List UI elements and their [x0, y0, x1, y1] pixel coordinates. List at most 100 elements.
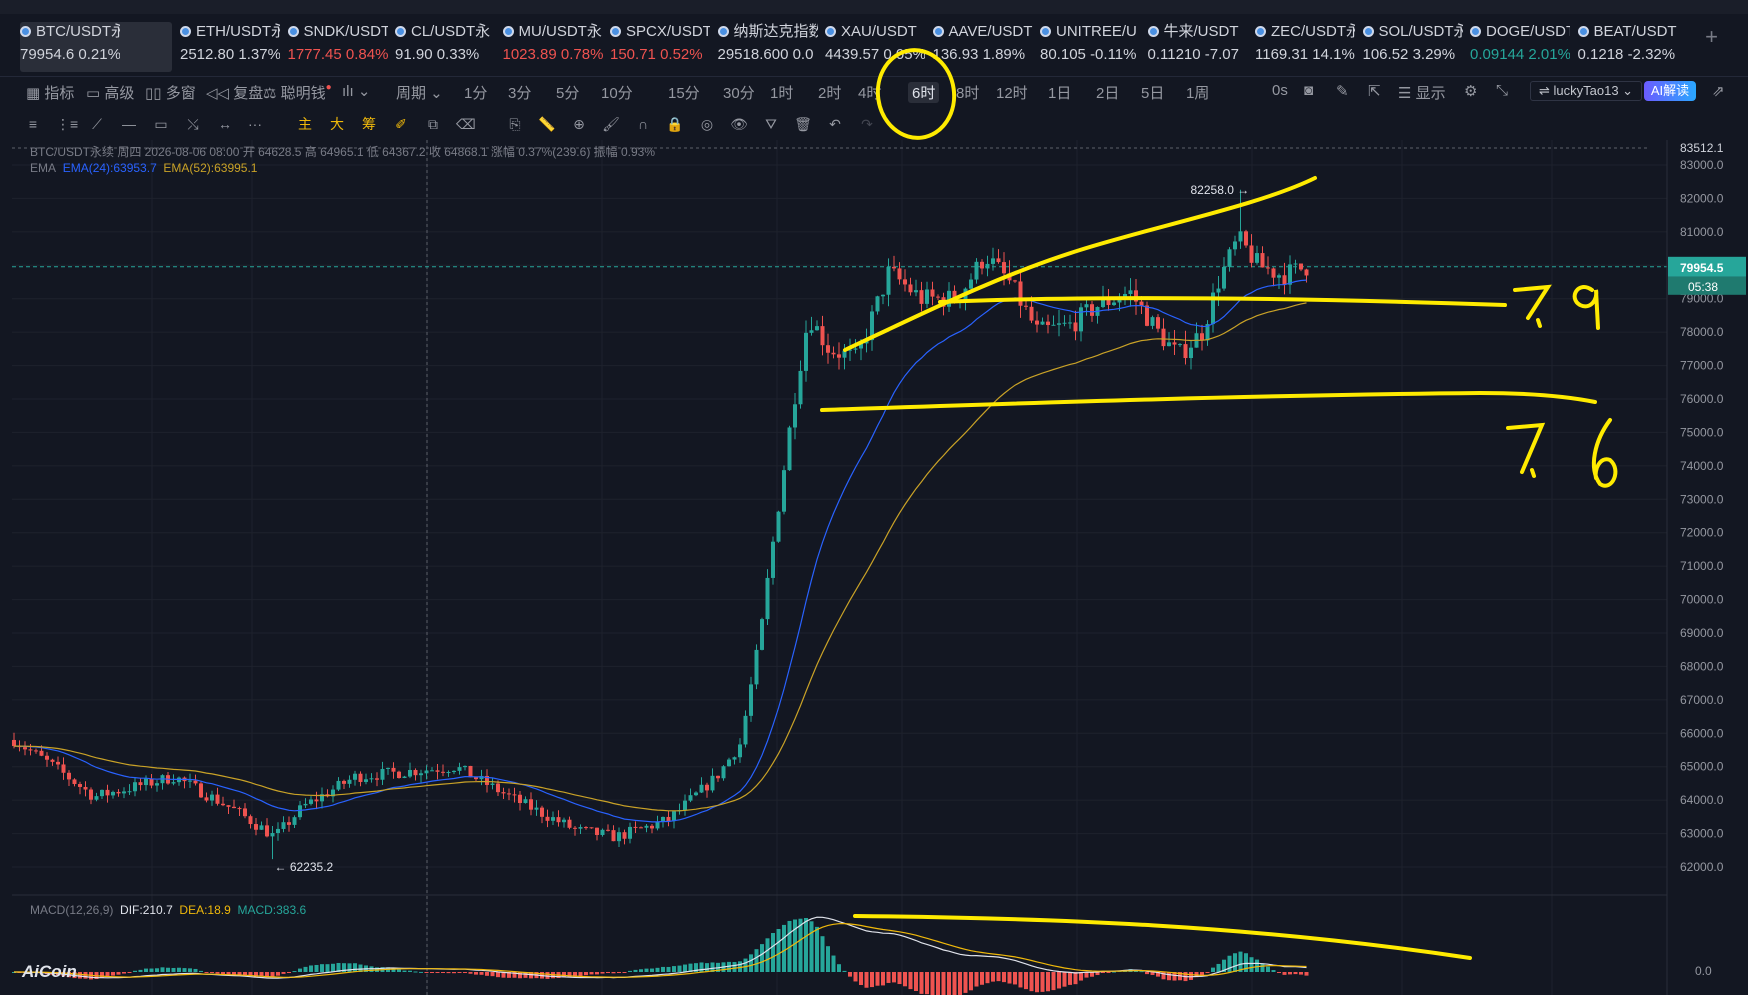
macd-bar — [518, 972, 522, 979]
macd-bar — [1167, 972, 1171, 981]
candle-body — [1029, 306, 1034, 321]
timeframe-2时[interactable]: 2时 — [818, 85, 842, 102]
ticker-1[interactable]: ETH/USDT永 2512.80 1.37% — [180, 22, 288, 72]
display-button[interactable]: ☰ 显示 — [1398, 85, 1446, 102]
macd-bar — [221, 972, 225, 975]
ticker-4[interactable]: MU/USDT永 1023.89 0.78% — [502, 22, 611, 72]
camera-icon[interactable]: ◙ — [1304, 82, 1314, 99]
candle-body — [1106, 297, 1111, 306]
macd-bar — [408, 970, 412, 972]
collapse-icon[interactable]: ⤡ — [1496, 82, 1509, 99]
multi-window-button[interactable]: ▯▯ 多窗 — [145, 85, 196, 102]
macd-bar — [925, 972, 929, 995]
timeframe-1时[interactable]: 1时 — [770, 85, 794, 102]
macd-bar — [149, 968, 154, 972]
candle-body — [754, 649, 759, 685]
timeframe-6时[interactable]: 6时 — [908, 82, 940, 103]
macd-bar — [78, 972, 82, 979]
timeframe-4时[interactable]: 4时 — [858, 85, 882, 102]
timeframe-12时[interactable]: 12时 — [996, 85, 1028, 102]
candle-body — [111, 791, 115, 796]
timeframe-1分[interactable]: 1分 — [464, 85, 488, 102]
macd-bar — [732, 961, 737, 972]
seconds-label[interactable]: 0s — [1272, 82, 1288, 99]
hide-icon[interactable]: ◎ — [700, 116, 714, 132]
timeframe-1日[interactable]: 1日 — [1048, 85, 1072, 102]
ruler-icon[interactable]: 📏 — [538, 116, 556, 132]
macd-bar — [1139, 971, 1144, 973]
draw-tools-icon[interactable]: ✐ — [395, 116, 407, 132]
ai-interpret-button[interactable]: AI解读 — [1644, 81, 1696, 101]
ticker-10[interactable]: 牛来/USDT 0.11210 -7.07 — [1147, 22, 1256, 72]
replay-button[interactable]: ◁◁ 复盘 — [206, 85, 264, 102]
copy-icon[interactable]: ⎘ — [509, 116, 521, 132]
chart-type-icon[interactable]: ılı ⌄ — [342, 83, 371, 100]
low-price-label: ← 62235.2 — [275, 860, 334, 874]
settings-icon[interactable]: ⚙ — [1464, 83, 1478, 100]
candle-body — [1057, 323, 1061, 325]
redo-icon[interactable]: ↷ — [861, 116, 873, 132]
period-dropdown[interactable]: 周期 ⌄ — [396, 85, 443, 102]
timeframe-15分[interactable]: 15分 — [668, 85, 700, 102]
smart-money-button[interactable]: ⚖ 聪明钱● — [263, 82, 332, 102]
timeframe-8时[interactable]: 8时 — [956, 85, 980, 102]
lock-icon[interactable]: 🔒 — [666, 116, 684, 132]
eye-icon[interactable]: 👁 — [730, 116, 748, 132]
big-order-icon[interactable]: 大 — [330, 116, 344, 132]
pencil-icon[interactable]: ✎ — [1336, 83, 1349, 100]
ticker-12[interactable]: SOL/USDT永 106.52 3.29% — [1362, 22, 1471, 72]
timeframe-2日[interactable]: 2日 — [1096, 85, 1120, 102]
ticker-2[interactable]: SNDK/USDT 1777.45 0.84% — [287, 22, 396, 72]
timeframe-1周[interactable]: 1周 — [1186, 85, 1210, 102]
user-menu[interactable]: ⇌ luckyTao13 ⌄ — [1530, 81, 1643, 101]
timeframe-3分[interactable]: 3分 — [508, 85, 532, 102]
channel-tool-icon[interactable]: ⋮≡ — [56, 116, 79, 132]
ticker-change: 2.01% — [1528, 46, 1570, 63]
macd-bar — [1172, 972, 1177, 981]
main-force-icon[interactable]: 主 — [298, 116, 312, 132]
compare-icon[interactable]: ⧉ — [428, 116, 438, 132]
macd-bar — [820, 936, 825, 972]
trash-icon[interactable]: 🗑 — [794, 116, 812, 132]
share-icon[interactable]: ⇱ — [1368, 83, 1381, 100]
ticker-13[interactable]: DOGE/USDT 0.09144 2.01% — [1470, 22, 1578, 72]
trendline-tool-icon[interactable]: ⟋ — [92, 116, 102, 132]
indicators-button[interactable]: ▦ 指标 — [26, 85, 75, 102]
ticker-14[interactable]: BEAT/USDT 0.1218 -2.32% — [1577, 22, 1686, 72]
zoom-icon[interactable]: ⊕ — [573, 116, 585, 132]
dea-value: DEA:18.9 — [179, 903, 231, 917]
ticker-5[interactable]: SPCX/USDT 150.71 0.52% — [610, 22, 718, 72]
ticker-0[interactable]: BTC/USDT永续 79954.6 0.21% — [20, 22, 172, 72]
ticker-8[interactable]: AAVE/USDT 136.93 1.89% — [932, 22, 1041, 72]
eraser-icon[interactable]: ⌫ — [456, 116, 476, 132]
undo-icon[interactable]: ↶ — [829, 116, 841, 132]
timeframe-5分[interactable]: 5分 — [556, 85, 580, 102]
advanced-button[interactable]: ▭ 高级 — [86, 85, 135, 102]
macd-legend: MACD(12,26,9) DIF:210.7 DEA:18.9 MACD:38… — [30, 903, 306, 917]
lines-tool-icon[interactable]: ≡ — [28, 116, 38, 132]
ticker-11[interactable]: ZEC/USDT永 1169.31 14.1% — [1255, 22, 1363, 72]
macd-bar — [1238, 951, 1243, 972]
candle-body — [292, 817, 297, 825]
timeframe-30分[interactable]: 30分 — [723, 85, 755, 102]
ticker-9[interactable]: UNITREE/U 80.105 -0.11% — [1040, 22, 1148, 72]
export-icon[interactable]: ⇗ — [1712, 83, 1725, 100]
filter-icon[interactable]: ⛛ — [765, 116, 777, 132]
ticker-3[interactable]: CL/USDT永 91.90 0.33% — [395, 22, 503, 72]
macd-bar — [617, 972, 621, 973]
timeframe-10分[interactable]: 10分 — [601, 85, 633, 102]
ticker-6[interactable]: 纳斯达克指数... 29518.600 0.0 — [717, 22, 826, 72]
macd-bar — [452, 972, 456, 974]
rect-tool-icon[interactable]: ▭ — [154, 116, 168, 132]
magnet-icon[interactable]: ∩ — [637, 116, 649, 132]
measure-tool-icon[interactable]: ↔ — [218, 116, 232, 132]
candle-body — [116, 791, 121, 794]
brush-icon[interactable]: 🖌 — [602, 116, 620, 132]
add-ticker-button[interactable]: + — [1705, 24, 1718, 49]
chip-icon[interactable]: 筹 — [362, 116, 376, 132]
hline-tool-icon[interactable]: — — [122, 116, 136, 132]
fib-tool-icon[interactable]: ⤯ — [187, 116, 199, 132]
more-tools-icon[interactable]: ··· — [248, 116, 262, 132]
timeframe-5日[interactable]: 5日 — [1141, 85, 1165, 102]
